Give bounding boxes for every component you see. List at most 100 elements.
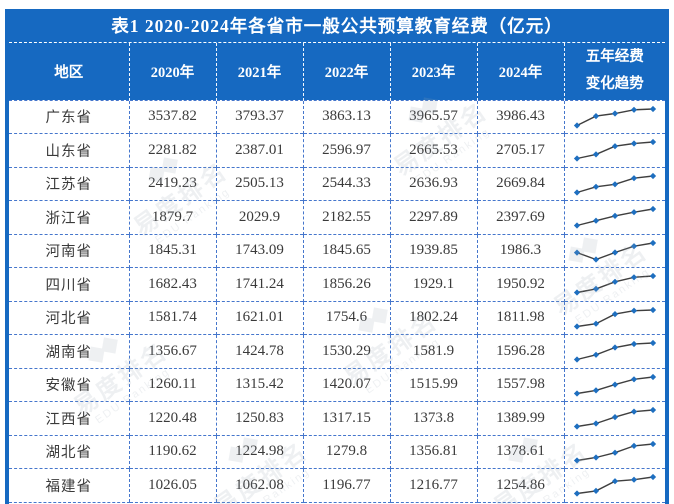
sparkline-marker <box>592 351 599 359</box>
value-cell: 1879.7 <box>128 200 216 234</box>
trend-sparkline <box>573 172 656 196</box>
table-row: 广东省 3537.82 3793.37 3863.13 3965.57 3986.43 <box>9 99 665 134</box>
sparkline-marker <box>630 442 637 449</box>
region-cell: 河南省 <box>9 233 129 268</box>
value-cell: 1190.62 <box>128 434 216 469</box>
sparkline-marker <box>592 286 599 293</box>
col-header-2023: 2023年 <box>389 43 477 100</box>
value-cell: 1845.31 <box>128 233 216 268</box>
col-header-trend: 五年经费 变化趋势 <box>563 43 665 100</box>
sparkline-marker <box>611 249 618 256</box>
value-cell: 2182.55 <box>302 200 390 234</box>
sparkline-marker <box>573 390 580 397</box>
sparkline-marker <box>592 217 599 225</box>
value-cell: 1315.42 <box>215 367 303 402</box>
region-cell: 山东省 <box>9 133 129 167</box>
sparkline-marker <box>649 440 656 447</box>
sparkline-marker <box>611 478 618 485</box>
sparkline-marker <box>630 341 637 348</box>
region-cell: 四川省 <box>9 267 129 301</box>
value-cell: 2665.53 <box>389 133 477 167</box>
sparkline-marker <box>611 414 618 421</box>
sparkline-marker <box>573 457 580 464</box>
trend-cell <box>563 401 665 435</box>
value-cell: 1515.99 <box>389 367 477 402</box>
trend-cell <box>563 468 665 503</box>
sparkline-marker <box>573 356 580 363</box>
sparkline-marker <box>592 183 599 190</box>
sparkline-marker <box>611 110 618 117</box>
sparkline-marker <box>630 106 637 113</box>
value-cell: 2029.9 <box>215 200 303 234</box>
value-cell: 1062.08 <box>215 468 303 503</box>
table-row: 浙江省 1879.7 2029.9 2182.55 2297.89 2397.69 <box>9 200 665 234</box>
trend-cell <box>563 99 665 134</box>
table-row: 四川省 1682.43 1741.24 1856.26 1929.1 1950.92 <box>9 267 665 301</box>
sparkline-marker <box>630 174 637 182</box>
value-cell: 1950.92 <box>476 267 564 301</box>
trend-sparkline <box>573 340 656 363</box>
sparkline-marker <box>649 206 656 213</box>
table-row: 江苏省 2419.23 2505.13 2544.33 2636.93 2669.84 <box>9 166 665 201</box>
sparkline-marker <box>630 307 637 314</box>
region-cell: 江西省 <box>9 401 129 435</box>
sparkline-marker <box>573 423 580 430</box>
sparkline-marker <box>649 273 656 280</box>
value-cell: 1420.07 <box>302 367 390 402</box>
sparkline-marker <box>630 242 637 250</box>
trend-sparkline <box>573 239 656 263</box>
trend-sparkline <box>573 105 656 129</box>
value-cell: 2544.33 <box>302 166 390 201</box>
value-cell: 1682.43 <box>128 267 216 301</box>
value-cell: 2669.84 <box>476 166 564 201</box>
sparkline-marker <box>649 105 656 112</box>
sparkline-marker <box>573 222 580 229</box>
value-cell: 2387.01 <box>215 133 303 167</box>
budget-table-container: 表1 2020-2024年各省市一般公共预算教育经费（亿元） 地区 2020年 … <box>5 9 669 504</box>
sparkline-marker <box>649 407 656 414</box>
region-cell: 江苏省 <box>9 166 129 201</box>
value-cell: 1220.48 <box>128 401 216 435</box>
value-cell: 2297.89 <box>389 200 477 234</box>
sparkline-marker <box>573 323 580 330</box>
trend-cell <box>563 367 665 402</box>
table-row: 湖北省 1190.62 1224.98 1279.8 1356.81 1378.61 <box>9 434 665 469</box>
sparkline-marker <box>573 490 580 497</box>
value-cell: 2596.97 <box>302 133 390 167</box>
sparkline-marker <box>630 375 637 383</box>
value-cell: 1986.3 <box>476 233 564 268</box>
trend-cell <box>563 434 665 469</box>
sparkline-marker <box>611 344 618 351</box>
region-cell: 安徽省 <box>9 367 129 402</box>
value-cell: 1356.81 <box>389 434 477 469</box>
region-cell: 河北省 <box>9 300 129 335</box>
trend-cell <box>563 233 665 268</box>
table-row: 河南省 1845.31 1743.09 1845.65 1939.85 1986.3 <box>9 233 665 268</box>
trend-sparkline <box>573 139 656 162</box>
trend-sparkline <box>573 440 656 464</box>
table-row: 河北省 1581.74 1621.01 1754.6 1802.24 1811.98 <box>9 300 665 335</box>
sparkline-marker <box>649 474 656 481</box>
sparkline-marker <box>592 151 599 158</box>
value-cell: 1596.28 <box>476 334 564 368</box>
value-cell: 1317.15 <box>302 401 390 435</box>
trend-sparkline <box>573 373 656 397</box>
value-cell: 3986.43 <box>476 99 564 134</box>
trend-sparkline <box>573 273 656 296</box>
trend-cell <box>563 267 665 301</box>
budget-table: 地区 2020年 2021年 2022年 2023年 2024年 五年经费 变化… <box>9 43 665 503</box>
trend-cell <box>563 166 665 201</box>
value-cell: 1929.1 <box>389 267 477 301</box>
sparkline-marker <box>611 278 618 286</box>
value-cell: 2636.93 <box>389 166 477 201</box>
value-cell: 2705.17 <box>476 133 564 167</box>
value-cell: 1557.98 <box>476 367 564 402</box>
sparkline-marker <box>592 387 599 394</box>
sparkline-marker <box>592 320 599 327</box>
sparkline-marker <box>592 488 599 495</box>
value-cell: 1845.65 <box>302 233 390 268</box>
value-cell: 3793.37 <box>215 99 303 134</box>
value-cell: 1254.86 <box>476 468 564 503</box>
value-cell: 2419.23 <box>128 166 216 201</box>
col-header-2024: 2024年 <box>476 43 564 100</box>
